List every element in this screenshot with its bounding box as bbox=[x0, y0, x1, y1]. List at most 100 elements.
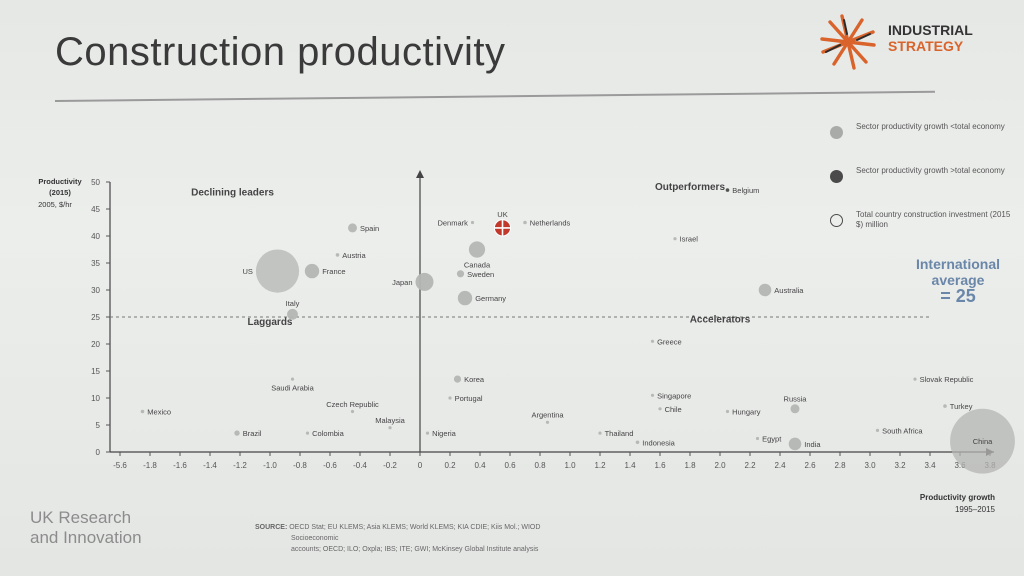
data-point bbox=[456, 270, 465, 278]
quadrant-label: Declining leaders bbox=[191, 188, 274, 199]
data-point-label: Belgium bbox=[732, 186, 759, 195]
y-tick-label: 40 bbox=[91, 232, 100, 241]
ukri-line-1: UK Research bbox=[30, 508, 132, 527]
data-point bbox=[725, 188, 730, 192]
data-point bbox=[335, 253, 340, 257]
data-point bbox=[673, 237, 677, 241]
x-tick-label: -1.6 bbox=[173, 461, 187, 470]
x-tick-label: 2.8 bbox=[834, 461, 846, 470]
data-point bbox=[758, 283, 772, 297]
data-point bbox=[635, 440, 640, 445]
data-point-label: South Africa bbox=[882, 426, 923, 435]
data-point bbox=[725, 409, 730, 414]
data-point bbox=[453, 375, 462, 383]
data-point bbox=[650, 393, 655, 397]
legend-light-circle-icon bbox=[830, 126, 843, 139]
legend-dark-circle-icon bbox=[830, 170, 843, 183]
data-point bbox=[425, 431, 430, 435]
x-tick-label: 0.6 bbox=[504, 461, 516, 470]
data-point bbox=[255, 249, 300, 293]
data-point-label: Australia bbox=[774, 286, 804, 295]
data-point-label: Netherlands bbox=[530, 219, 571, 228]
x-tick-label: 3.6 bbox=[954, 461, 966, 470]
x-tick-label: -1.8 bbox=[143, 461, 157, 470]
data-point bbox=[287, 308, 298, 320]
legend-label: Total country construction investment (2… bbox=[856, 210, 1011, 229]
data-point bbox=[305, 431, 310, 435]
x-tick-label: 1.0 bbox=[564, 461, 576, 470]
data-point-label: Colombia bbox=[312, 429, 345, 438]
data-point-label: Israel bbox=[680, 235, 699, 244]
x-tick-label: 1.6 bbox=[654, 461, 666, 470]
y-axis-label: Productivity bbox=[38, 177, 82, 186]
data-point-label: Turkey bbox=[950, 402, 973, 411]
data-point-label: Nigeria bbox=[432, 429, 457, 438]
source-line-1: OECD Stat; EU KLEMS; Asia KLEMS; World K… bbox=[289, 524, 541, 531]
x-tick-label: 2.4 bbox=[774, 461, 786, 470]
data-point bbox=[950, 408, 1015, 474]
x-tick-label: -1.4 bbox=[203, 461, 217, 470]
data-point-label: Hungary bbox=[732, 408, 761, 417]
data-point bbox=[788, 437, 802, 451]
data-point-label: Japan bbox=[392, 278, 412, 287]
x-tick-label: -1.0 bbox=[263, 461, 277, 470]
page-title: Construction productivity bbox=[55, 30, 506, 74]
ukri-footer-logo: UK Research and Innovation bbox=[30, 508, 142, 548]
data-point bbox=[470, 220, 475, 225]
data-point-label: Singapore bbox=[657, 391, 691, 400]
data-point-label: Mexico bbox=[147, 408, 171, 417]
data-point-label: Italy bbox=[286, 299, 300, 308]
x-tick-label: -0.2 bbox=[383, 461, 397, 470]
source-line-3: accounts; OECD; ILO; Oxpla; IBS; ITE; GW… bbox=[291, 546, 539, 553]
logo-line-2: STRATEGY bbox=[888, 38, 964, 54]
data-point-label: US bbox=[242, 267, 252, 276]
data-point-label: Korea bbox=[464, 375, 485, 384]
data-point bbox=[350, 409, 355, 414]
source-label: SOURCE: bbox=[255, 524, 288, 531]
x-tick-label: 2.6 bbox=[804, 461, 816, 470]
data-point bbox=[650, 339, 655, 343]
data-point-label: Chile bbox=[665, 405, 682, 414]
data-point-label: Argentina bbox=[531, 411, 564, 420]
x-tick-label: 2.2 bbox=[744, 461, 756, 470]
x-axis-label: 1995–2015 bbox=[955, 505, 996, 514]
data-point bbox=[913, 377, 917, 381]
data-point bbox=[457, 290, 473, 306]
industrial-strategy-logo-icon bbox=[820, 14, 876, 70]
x-tick-label: 0 bbox=[418, 461, 423, 470]
x-tick-label: 1.2 bbox=[594, 461, 606, 470]
data-point bbox=[755, 436, 760, 441]
x-tick-label: -5.6 bbox=[113, 461, 127, 470]
x-tick-label: 3.0 bbox=[864, 461, 876, 470]
data-point-label: France bbox=[322, 267, 345, 276]
data-point bbox=[523, 220, 527, 225]
x-tick-label: -0.6 bbox=[323, 461, 337, 470]
y-tick-label: 5 bbox=[96, 421, 101, 430]
source-note: SOURCE: OECD Stat; EU KLEMS; Asia KLEMS;… bbox=[255, 522, 685, 555]
data-point-label: India bbox=[804, 440, 821, 449]
y-tick-label: 35 bbox=[91, 259, 100, 268]
international-average-annotation: International average = 25 bbox=[898, 256, 1018, 305]
x-axis-label: Productivity growth bbox=[920, 493, 995, 502]
y-tick-label: 0 bbox=[96, 448, 101, 457]
y-tick-label: 20 bbox=[91, 340, 100, 349]
y-tick-label: 50 bbox=[91, 178, 100, 187]
y-tick-label: 30 bbox=[91, 286, 100, 295]
y-tick-label: 45 bbox=[91, 205, 100, 214]
data-point bbox=[658, 407, 662, 411]
legend-label: Sector productivity growth >total econom… bbox=[856, 166, 1005, 175]
data-point-label: Canada bbox=[464, 261, 491, 270]
zero-divider-arrow-icon bbox=[416, 170, 424, 178]
quadrant-label: Outperformers bbox=[655, 182, 725, 193]
data-point-label: Indonesia bbox=[642, 438, 675, 447]
data-point-label: China bbox=[973, 437, 993, 446]
x-tick-label: -0.4 bbox=[353, 461, 367, 470]
data-point bbox=[234, 430, 240, 436]
data-point bbox=[348, 223, 357, 233]
x-tick-label: 2.0 bbox=[714, 461, 726, 470]
data-point-label: Germany bbox=[475, 294, 506, 303]
ukri-line-2: and Innovation bbox=[30, 528, 142, 547]
data-point-label: Brazil bbox=[243, 429, 262, 438]
data-point bbox=[415, 272, 434, 291]
logo-wordmark: INDUSTRIAL STRATEGY bbox=[888, 22, 973, 54]
